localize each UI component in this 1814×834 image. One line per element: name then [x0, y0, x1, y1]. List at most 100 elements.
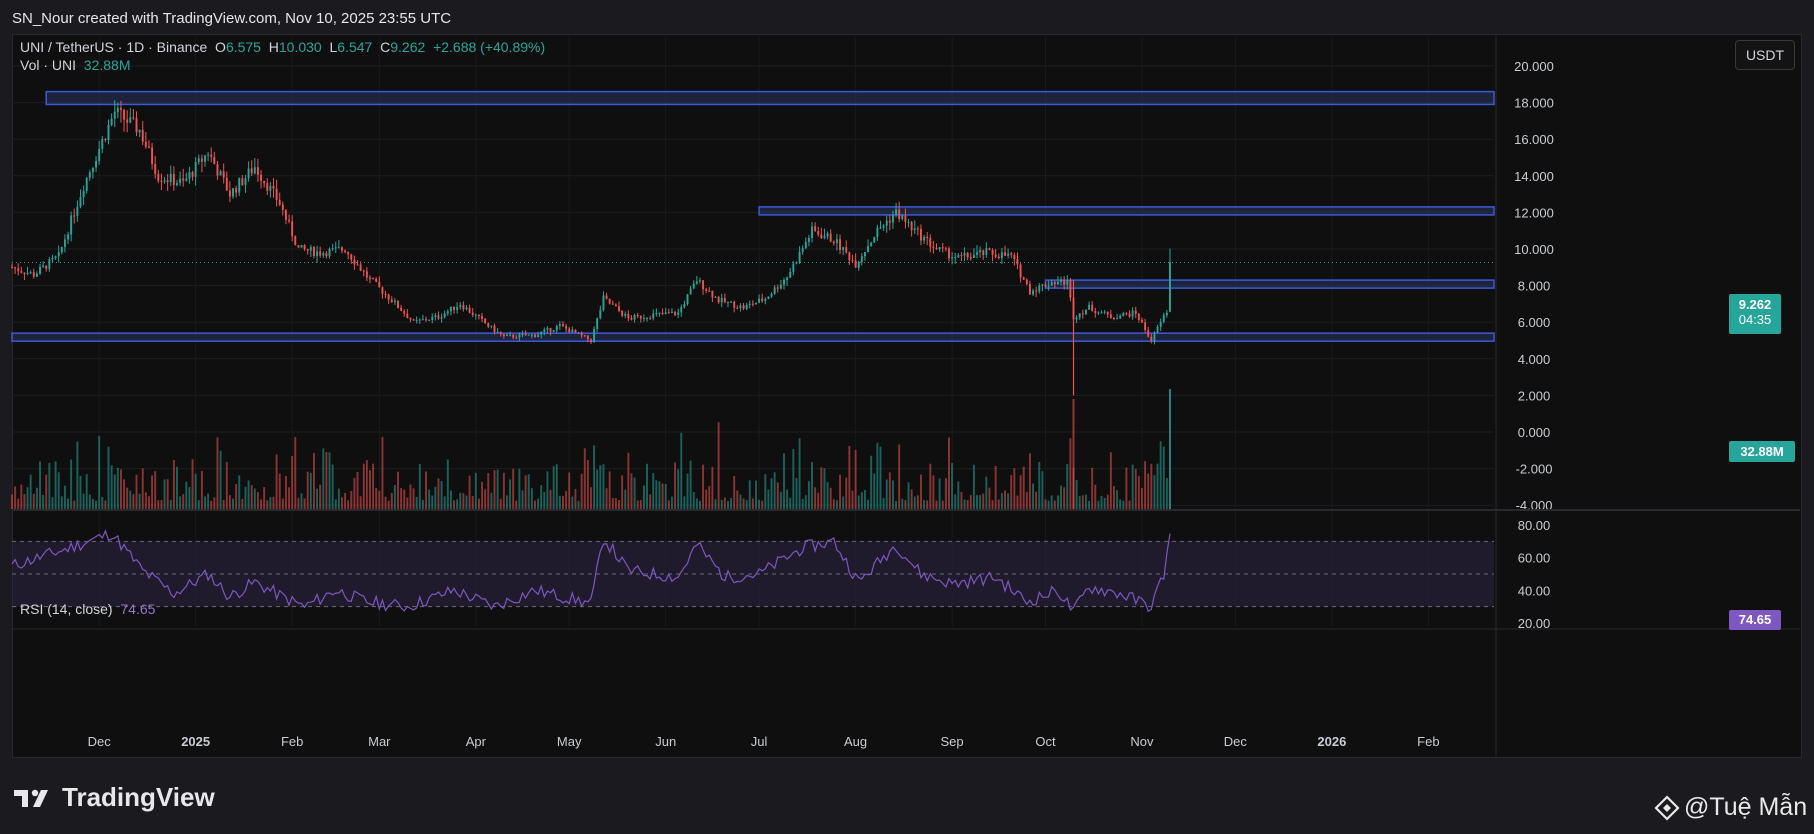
- volume-bar: [1025, 491, 1028, 509]
- volume-bar: [1165, 477, 1168, 509]
- candle-body: [232, 188, 234, 197]
- volume-bar: [499, 498, 502, 509]
- candle-body: [1069, 279, 1072, 298]
- candle-body: [57, 252, 60, 257]
- volume-bar: [160, 500, 163, 509]
- candle-body: [702, 280, 705, 290]
- volume-bar: [1010, 475, 1013, 509]
- candle-body: [1103, 311, 1106, 313]
- volume-label[interactable]: Vol · UNI: [20, 57, 77, 73]
- volume-bar: [57, 472, 60, 509]
- chart-frame[interactable]: [12, 34, 1802, 758]
- candle-body: [309, 247, 312, 251]
- volume-value: 32.88M: [83, 57, 131, 73]
- candle-body: [920, 228, 922, 241]
- candle-body: [365, 271, 368, 278]
- candle-body: [913, 228, 916, 231]
- horizontal-zone: [758, 206, 1495, 216]
- candle-body: [537, 334, 540, 338]
- candle-body: [266, 183, 269, 191]
- candle-body: [288, 219, 291, 222]
- symbol-label[interactable]: UNI / TetherUS · 1D · Binance: [20, 39, 208, 55]
- candle-body: [1159, 321, 1162, 327]
- tradingview-logo[interactable]: TradingView: [14, 782, 215, 813]
- close-label: C: [380, 39, 391, 55]
- candle-body: [1162, 315, 1165, 322]
- candle-body: [496, 331, 499, 333]
- low-label: L: [329, 39, 338, 55]
- open-value: 6.575: [225, 39, 261, 55]
- candle-body: [596, 318, 599, 329]
- candle-body: [471, 312, 474, 316]
- rsi-label[interactable]: RSI (14, close): [20, 601, 113, 617]
- volume-bar: [776, 482, 779, 509]
- candle-body: [670, 311, 673, 313]
- candle-body: [222, 171, 225, 178]
- volume-bar: [832, 499, 835, 509]
- volume-bar: [309, 472, 312, 509]
- candle-body: [126, 119, 129, 123]
- candle-body: [123, 109, 126, 120]
- volume-bar: [537, 498, 540, 509]
- volume-bar: [565, 490, 568, 509]
- candle-body: [253, 167, 256, 174]
- candle-body: [291, 221, 294, 237]
- volume-bar: [197, 500, 200, 509]
- volume-bar: [1081, 495, 1084, 509]
- volume-bar: [1032, 483, 1034, 509]
- candle-body: [652, 313, 655, 319]
- volume-bar: [459, 492, 462, 509]
- volume-bar: [509, 479, 512, 509]
- candle-body: [792, 263, 795, 272]
- candle-body: [698, 280, 701, 282]
- candle-body: [228, 190, 231, 197]
- candle-body: [67, 234, 69, 240]
- volume-bar: [895, 500, 898, 509]
- candle-body: [839, 239, 841, 250]
- volume-bar: [960, 492, 963, 509]
- candle-body: [384, 293, 387, 295]
- candle-body: [107, 124, 110, 140]
- volume-bar: [1141, 487, 1143, 509]
- candle-body: [786, 277, 789, 280]
- volume-bar: [649, 494, 652, 509]
- candle-body: [1022, 277, 1025, 280]
- candle-body: [692, 283, 695, 289]
- candle-body: [764, 298, 767, 301]
- tradingview-logo-text: TradingView: [62, 782, 215, 812]
- candle-body: [1097, 312, 1100, 314]
- volume-bar: [434, 486, 437, 509]
- volume-bar: [723, 497, 726, 509]
- user-name: @Tuệ Mẫn: [1684, 793, 1808, 821]
- candle-body: [359, 264, 362, 271]
- volume-bar: [661, 483, 664, 509]
- volume-bar: [885, 479, 888, 509]
- rsi-tick-label: 60.00: [1518, 551, 1551, 566]
- volume-bar: [814, 487, 817, 509]
- currency-button[interactable]: USDT: [1735, 40, 1795, 70]
- volume-bar: [154, 471, 157, 509]
- candle-body: [312, 247, 315, 256]
- volume-bar: [705, 489, 708, 509]
- tradingview-logo-icon: [14, 789, 48, 807]
- volume-bar: [680, 432, 683, 509]
- candle-body: [344, 250, 347, 253]
- volume-bar: [848, 445, 851, 509]
- volume-bar: [1147, 473, 1150, 509]
- volume-bar: [32, 493, 35, 509]
- candle-body: [599, 309, 602, 319]
- volume-bar: [1137, 475, 1140, 509]
- volume-bar: [689, 460, 692, 509]
- candle-body: [976, 252, 978, 255]
- volume-bar: [1056, 495, 1059, 509]
- volume-bar: [683, 496, 686, 509]
- candle-body: [306, 249, 309, 251]
- volume-bar: [714, 499, 717, 509]
- candle-body: [347, 252, 350, 255]
- candle-body: [297, 245, 300, 248]
- volume-bar: [337, 488, 340, 509]
- candle-body: [614, 304, 617, 307]
- candle-body: [960, 255, 963, 257]
- volume-bar: [664, 483, 667, 509]
